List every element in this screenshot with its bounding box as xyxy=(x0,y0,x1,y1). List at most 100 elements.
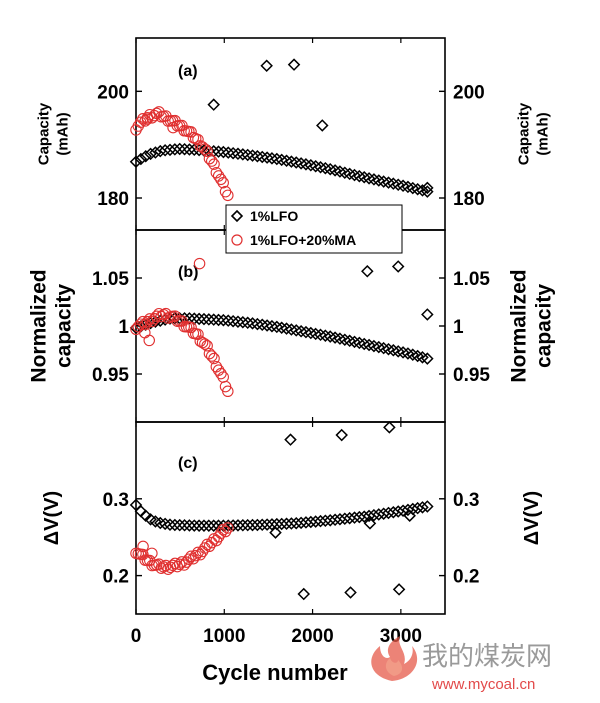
data-point-circle xyxy=(153,307,165,320)
data-point-circle xyxy=(201,145,213,157)
x-axis: 0 1000 2000 3000 xyxy=(131,626,422,647)
data-point-diamond xyxy=(353,510,366,524)
data-point-diamond xyxy=(260,319,274,332)
legend-entry-1lfo-20ma: 1%LFO+20%MA xyxy=(250,232,356,248)
data-point-diamond xyxy=(284,433,297,446)
y-tick-label-right: 200 xyxy=(453,82,485,103)
data-point-diamond xyxy=(221,146,235,159)
data-point-circle xyxy=(222,385,234,398)
data-point-diamond xyxy=(275,153,288,167)
data-point-diamond xyxy=(269,526,282,539)
data-point-circle xyxy=(201,339,213,352)
data-point-diamond xyxy=(129,155,143,168)
data-point-diamond xyxy=(275,321,288,335)
watermark-url: www.mycoal.cn xyxy=(431,676,535,693)
data-point-diamond xyxy=(149,146,162,159)
data-point-diamond xyxy=(192,519,206,532)
data-point-diamond xyxy=(287,58,301,71)
y-tick-label-left: 180 xyxy=(97,189,129,210)
data-point-diamond xyxy=(236,315,250,329)
data-point-diamond xyxy=(285,517,298,530)
data-point-diamond xyxy=(251,317,264,331)
panel-label: (a) xyxy=(178,63,198,80)
data-point-diamond xyxy=(294,157,308,170)
data-point-diamond xyxy=(255,318,269,332)
data-point-diamond xyxy=(319,329,332,342)
data-point-circle xyxy=(143,334,155,347)
data-point-diamond xyxy=(178,142,191,156)
data-point-diamond xyxy=(392,583,406,596)
data-point-diamond xyxy=(285,323,298,336)
data-point-circle xyxy=(199,338,211,350)
y-axis-label-line: Normalized xyxy=(508,269,531,382)
legend-marker-1lfo xyxy=(230,209,244,223)
data-point-diamond xyxy=(241,518,254,532)
x-axis-label: Cycle number xyxy=(202,660,348,685)
data-point-diamond xyxy=(403,509,416,522)
data-point-circle xyxy=(141,113,154,125)
panel-frame xyxy=(135,421,446,615)
y-tick-label-left: 1.05 xyxy=(92,269,129,290)
data-point-diamond xyxy=(246,317,259,330)
data-point-diamond xyxy=(289,517,303,530)
data-point-diamond xyxy=(401,503,415,517)
data-point-diamond xyxy=(294,325,308,338)
data-point-diamond xyxy=(294,516,308,530)
data-point-circle xyxy=(193,257,206,270)
y-axis-label-line: Capacity xyxy=(36,102,53,165)
data-point-diamond xyxy=(421,181,434,195)
y-axis-label-line: (mAh) xyxy=(535,112,552,155)
data-point-diamond xyxy=(265,518,279,531)
data-point-diamond xyxy=(226,519,240,532)
data-point-diamond xyxy=(391,260,405,273)
data-point-diamond xyxy=(226,146,240,160)
data-point-diamond xyxy=(304,326,318,340)
data-point-diamond xyxy=(275,517,288,531)
data-point-diamond xyxy=(178,519,191,532)
y-axis-label-left: Capacity (mAh) xyxy=(36,102,72,165)
y-tick-label-right: 0.95 xyxy=(453,365,490,386)
data-point-diamond xyxy=(280,154,293,168)
data-point-diamond xyxy=(299,325,313,339)
data-point-diamond xyxy=(183,312,196,325)
data-point-circle xyxy=(176,315,188,327)
y-tick-label-right: 180 xyxy=(453,189,485,210)
series-1-lfo xyxy=(129,421,434,601)
data-point-diamond xyxy=(255,150,269,164)
data-point-diamond xyxy=(192,312,206,326)
series-1-lfo-20-ma xyxy=(130,522,234,575)
y-tick-label-left: 0.95 xyxy=(92,365,129,386)
data-point-diamond xyxy=(363,517,377,530)
data-point-diamond xyxy=(314,160,327,174)
data-point-circle xyxy=(183,553,195,565)
data-point-circle xyxy=(217,176,229,189)
data-point-circle xyxy=(173,558,186,571)
data-point-circle xyxy=(215,173,227,186)
data-point-diamond xyxy=(348,511,361,524)
data-point-circle xyxy=(144,313,156,325)
data-point-circle xyxy=(137,540,149,553)
legend: 1%LFO 1%LFO+20%MA xyxy=(225,204,403,254)
data-point-diamond xyxy=(168,518,182,532)
data-point-diamond xyxy=(158,144,172,157)
y-tick-label-right: 0.3 xyxy=(453,490,479,511)
data-point-circle xyxy=(141,315,154,328)
data-point-diamond xyxy=(421,308,434,321)
y-axis-label-right: Normalizedcapacity xyxy=(508,269,556,382)
data-point-diamond xyxy=(246,518,259,532)
data-point-diamond xyxy=(217,145,230,159)
series-1-lfo-20-ma xyxy=(130,257,234,398)
data-point-diamond xyxy=(212,145,225,158)
data-point-diamond xyxy=(416,501,429,514)
data-point-diamond xyxy=(202,313,216,326)
data-point-diamond xyxy=(391,505,405,518)
data-point-diamond xyxy=(421,500,434,513)
watermark-site-name: 我的煤炭网 xyxy=(422,642,552,672)
data-point-diamond xyxy=(338,512,352,525)
data-point-diamond xyxy=(270,152,284,166)
data-point-diamond xyxy=(411,501,424,515)
data-point-diamond xyxy=(207,98,220,111)
